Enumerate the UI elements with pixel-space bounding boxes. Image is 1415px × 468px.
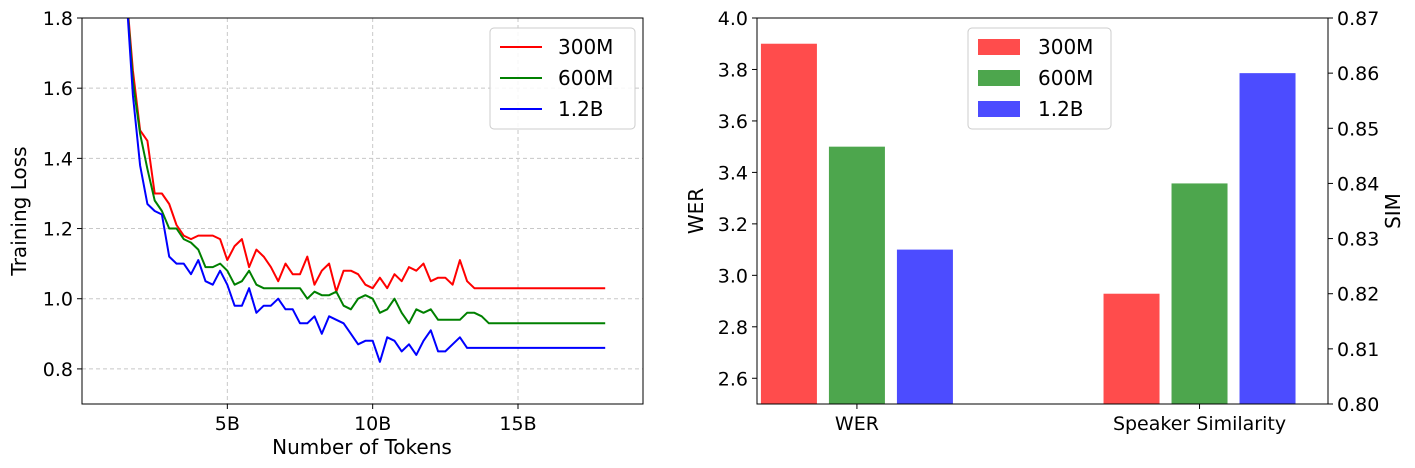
legend-label: 1.2B: [1038, 97, 1084, 121]
legend-label: 300M: [1038, 35, 1093, 59]
series-line-300M: [127, 18, 606, 293]
left-x-ticks: 5B 10B 15B: [215, 404, 537, 435]
legend-swatch: [978, 70, 1020, 86]
sim-bar-1.2B: [1239, 73, 1296, 405]
series-line-600M: [127, 18, 606, 325]
right-plot-frame: [756, 17, 1329, 405]
left-plot-frame: [81, 17, 644, 405]
left-y-axis-title: Training Loss: [7, 146, 31, 276]
y2-tick-label: 0.81: [1337, 339, 1379, 361]
y-tick-label: 3.8: [718, 59, 748, 81]
y-tick-label: 1.8: [43, 8, 73, 30]
training-loss-chart: 5B 10B 15B 0.8 1.0 1.2 1.4 1.6 1.8 Number of To…: [7, 8, 644, 459]
wer-bar-300M: [760, 43, 817, 404]
category-label: WER: [835, 413, 879, 435]
y2-tick-label: 0.85: [1337, 118, 1379, 140]
x-tick-label: 15B: [499, 413, 536, 435]
right-secondary-y-axis-title: SIM: [1381, 193, 1405, 229]
y-tick-label: 1.0: [43, 289, 73, 311]
y2-tick-label: 0.86: [1337, 63, 1379, 85]
y-tick-label: 3.4: [718, 162, 748, 184]
wer-bar-600M: [828, 146, 885, 404]
y2-tick-label: 0.84: [1337, 173, 1379, 195]
series-line-1.2B: [126, 18, 606, 363]
sim-bar-600M: [1171, 183, 1228, 404]
y-tick-label: 4.0: [718, 8, 748, 30]
wer-bar-1.2B: [896, 249, 953, 404]
left-x-axis-title: Number of Tokens: [272, 435, 452, 459]
y-tick-label: 1.6: [43, 78, 73, 100]
right-legend: 300M 600M 1.2B: [967, 27, 1112, 130]
legend-swatch: [978, 39, 1020, 55]
y2-tick-label: 0.82: [1337, 284, 1379, 306]
y2-tick-label: 0.80: [1337, 394, 1379, 416]
y2-tick-label: 0.83: [1337, 229, 1379, 251]
legend-label: 300M: [558, 35, 613, 59]
y-tick-label: 3.6: [718, 111, 748, 133]
legend-label: 600M: [558, 66, 613, 90]
category-label: Speaker Similarity: [1113, 413, 1286, 435]
metric-bars: [760, 43, 1296, 405]
left-legend: 300M 600M 1.2B: [489, 27, 636, 130]
legend-label: 1.2B: [558, 97, 604, 121]
wer-sim-bar-chart: WER Speaker Similarity 2.6 2.8 3.0 3.2 3.4 3.6…: [684, 8, 1405, 435]
legend-box: [489, 27, 636, 130]
y-tick-label: 3.2: [718, 214, 748, 236]
legend-swatch: [978, 101, 1020, 117]
x-tick-label: 5B: [215, 413, 240, 435]
y2-tick-label: 0.87: [1337, 8, 1379, 30]
loss-lines: [126, 18, 606, 363]
y-tick-label: 1.2: [43, 219, 73, 241]
sim-bar-300M: [1103, 293, 1160, 404]
right-secondary-y-ticks: 0.80 0.81 0.82 0.83 0.84 0.85 0.86 0.87: [1328, 8, 1379, 416]
y-tick-label: 3.0: [718, 265, 748, 287]
right-x-ticks: WER Speaker Similarity: [835, 404, 1286, 435]
right-y-axis-title: WER: [684, 188, 708, 234]
y-tick-label: 0.8: [43, 359, 73, 381]
legend-label: 600M: [1038, 66, 1093, 90]
y-tick-label: 1.4: [43, 148, 73, 170]
x-tick-label: 10B: [354, 413, 391, 435]
y-tick-label: 2.8: [718, 317, 748, 339]
left-y-ticks: 0.8 1.0 1.2 1.4 1.6 1.8: [43, 8, 82, 381]
right-left-y-ticks: 2.6 2.8 3.0 3.2 3.4 3.6 3.8 4.0: [718, 8, 757, 390]
y-tick-label: 2.6: [718, 368, 748, 390]
